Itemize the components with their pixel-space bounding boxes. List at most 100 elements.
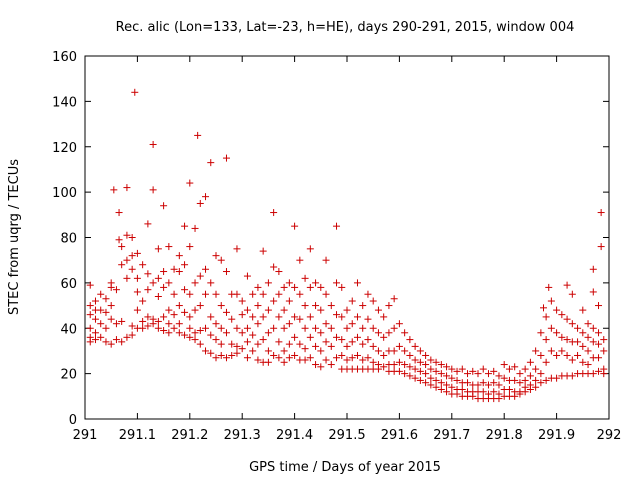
data-point [115,209,123,217]
data-point [207,331,215,339]
data-point [191,336,199,344]
data-point [306,245,314,253]
data-point [597,243,605,251]
data-point [443,381,451,389]
x-tick-label: 291.9 [538,428,575,443]
y-tick-label: 80 [60,232,77,247]
data-point [327,302,335,310]
data-point [149,186,157,194]
data-point [222,329,230,337]
data-point [595,329,603,337]
data-point [437,370,445,378]
data-point [526,372,534,380]
y-tick-label: 0 [69,413,77,428]
data-point [259,247,267,255]
data-point [259,290,267,298]
data-point [196,340,204,348]
data-point [296,256,304,264]
data-point [327,361,335,369]
data-point [149,279,157,287]
data-point [238,297,246,305]
data-point [306,313,314,321]
data-point [416,347,424,355]
data-point [395,342,403,350]
data-point [285,279,293,287]
data-point [401,361,409,369]
data-point [128,252,136,260]
data-point [537,379,545,387]
data-point [327,324,335,332]
data-point [212,320,220,328]
data-point [597,209,605,217]
data-point [322,256,330,264]
data-point [107,315,115,323]
data-point [317,283,325,291]
data-point [401,370,409,378]
data-point [264,347,272,355]
data-point [406,372,414,380]
data-point [165,306,173,314]
data-point [401,347,409,355]
data-point [532,365,540,373]
data-point [144,313,152,321]
data-point [175,329,183,337]
data-point [217,302,225,310]
data-point [312,361,320,369]
data-point [118,317,126,325]
data-point [500,374,508,382]
data-point [395,367,403,375]
data-point [196,199,204,207]
data-point [333,354,341,362]
data-point [464,379,472,387]
data-point [584,333,592,341]
x-tick-label: 291 [73,428,98,443]
data-point [243,354,251,362]
data-point [186,324,194,332]
data-point [222,154,230,162]
data-point [516,379,524,387]
data-point [401,329,409,337]
data-point [254,283,262,291]
data-point [369,297,377,305]
data-point [516,390,524,398]
data-point [411,365,419,373]
data-point [259,313,267,321]
data-point [191,306,199,314]
x-axis: 291 291.1 291.2 291.3 291.4 291.5 291.6 291.7 29… [73,56,621,443]
data-point [390,295,398,303]
data-point [128,234,136,241]
data-point [128,331,136,339]
data-point [348,338,356,346]
data-point [160,283,168,291]
data-point [568,290,576,298]
data-point [264,279,272,287]
data-point [453,376,461,384]
data-point [291,222,299,230]
data-point [589,370,597,378]
data-point [359,324,367,332]
x-tick-label: 291.5 [328,428,365,443]
data-point [207,279,215,287]
data-point [154,274,162,282]
data-point [91,315,99,323]
data-point [380,351,388,359]
data-point [558,311,566,319]
data-point [118,261,126,269]
data-point [202,347,210,355]
data-point [301,345,309,353]
data-point [275,290,283,298]
data-point [532,383,540,391]
data-point [589,338,597,346]
data-point [306,283,314,291]
data-point [542,376,550,384]
data-point [170,265,178,273]
data-point [154,317,162,325]
data-point [249,290,257,298]
y-axis-label: STEC from uqrg / TECUs [7,159,22,315]
data-point [270,297,278,305]
data-point [97,333,105,341]
data-point [160,313,168,321]
data-point [196,302,204,310]
data-point [264,306,272,314]
x-tick-label: 291.1 [119,428,156,443]
